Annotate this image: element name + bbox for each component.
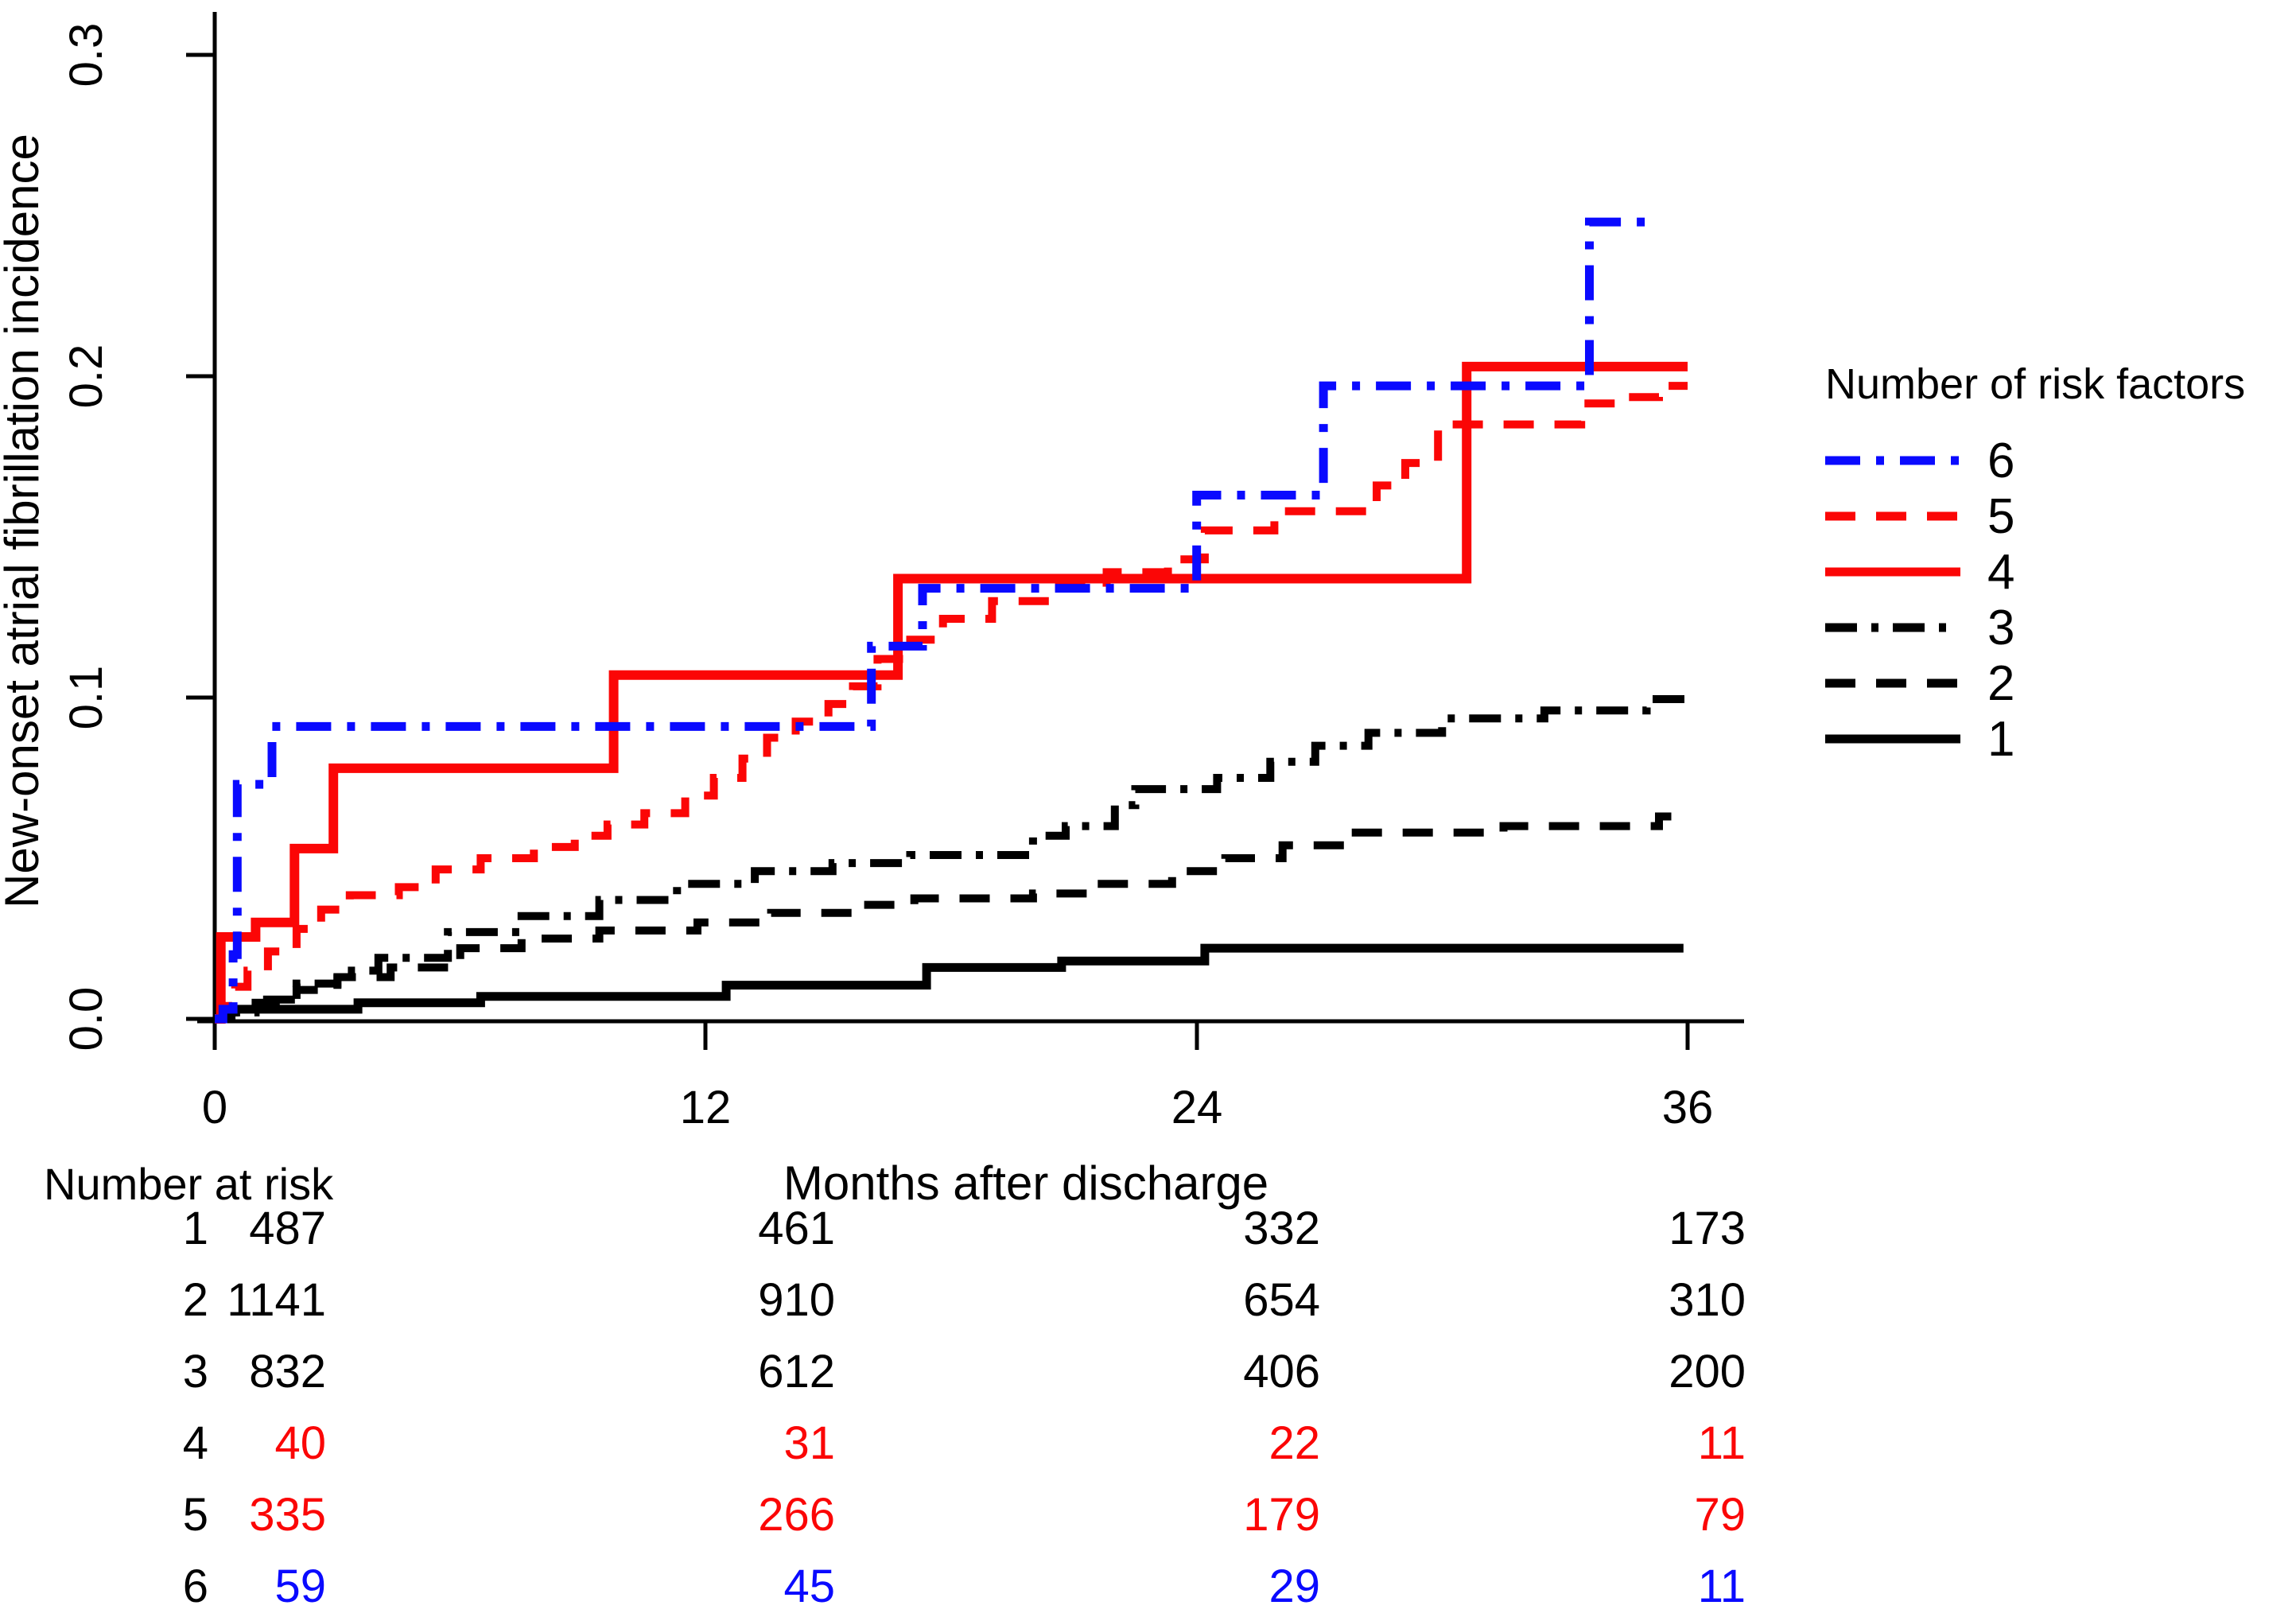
risk-table-row-1: 1 487 461 332 173 [0,1201,1829,1257]
legend: Number of risk factors 6 5 4 3 2 1 [1825,360,2296,767]
risk-value: 487 [249,1203,326,1254]
risk-value: 29 [1268,1561,1320,1612]
curve-risk-6 [215,217,1659,1024]
legend-item-2: 2 [1825,655,2296,711]
risk-value: 461 [758,1203,835,1254]
x-tick-label-12: 12 [680,1082,732,1133]
risk-value: 310 [1669,1274,1746,1326]
curve-risk-2 [215,812,1688,1023]
risk-table-row-5: 5 335 266 179 79 [0,1487,1829,1543]
x-tick-label-0: 0 [202,1082,227,1133]
legend-label: 6 [1987,433,2015,488]
risk-value: 179 [1243,1489,1320,1541]
risk-row-label: 6 [182,1561,208,1612]
risk-value: 22 [1268,1417,1320,1469]
curve-risk-5 [215,382,1688,1023]
risk-value: 406 [1243,1346,1320,1397]
risk-row-label: 2 [182,1274,208,1326]
legend-item-3: 3 [1825,600,2296,655]
legend-label: 3 [1987,600,2015,655]
legend-label: 1 [1987,711,2015,767]
legend-title: Number of risk factors [1825,360,2246,408]
risk-table-row-3: 3 832 612 406 200 [0,1344,1829,1400]
legend-label: 5 [1987,488,2015,544]
risk-table-row-2: 2 1141 910 654 310 [0,1273,1829,1328]
y-tick-label-0.2: 0.2 [60,344,112,409]
risk-value: 40 [274,1417,326,1469]
risk-row-label: 5 [182,1489,208,1541]
legend-item-1: 1 [1825,711,2296,767]
curve-risk-4 [215,361,1688,1024]
risk-value: 335 [249,1489,326,1541]
legend-label: 2 [1987,655,2015,711]
legend-line-sample-5 [1825,511,1960,521]
risk-value: 1141 [227,1274,326,1326]
risk-value: 59 [274,1561,326,1612]
legend-item-5: 5 [1825,488,2296,544]
risk-value: 200 [1669,1346,1746,1397]
risk-value: 45 [783,1561,835,1612]
legend-line-sample-3 [1825,623,1960,632]
legend-line-sample-1 [1825,734,1960,744]
risk-table-row-4: 4 40 31 22 11 [0,1416,1829,1471]
curve-risk-1 [215,943,1684,1024]
risk-row-label: 3 [182,1346,208,1397]
legend-item-4: 4 [1825,544,2296,600]
risk-table-title: Number at risk [44,1159,334,1209]
x-tick-label-24: 24 [1171,1082,1223,1133]
risk-value: 654 [1243,1274,1320,1326]
curve-risk-3 [215,695,1688,1023]
risk-value: 173 [1669,1203,1746,1254]
risk-value: 832 [249,1346,326,1397]
y-tick-label-0.0: 0.0 [60,987,112,1051]
risk-row-label: 1 [182,1203,208,1254]
risk-value: 79 [1694,1489,1746,1541]
risk-value: 910 [758,1274,835,1326]
legend-label: 4 [1987,544,2015,600]
legend-line-sample-4 [1825,567,1960,577]
risk-value: 11 [1697,1561,1746,1612]
risk-value: 11 [1697,1417,1746,1469]
risk-table-row-6: 6 59 45 29 11 [0,1559,1829,1615]
risk-value: 31 [783,1417,835,1469]
risk-value: 332 [1243,1203,1320,1254]
x-tick-label-36: 36 [1662,1082,1714,1133]
legend-line-sample-6 [1825,456,1960,465]
legend-line-sample-2 [1825,678,1960,688]
risk-value: 612 [758,1346,835,1397]
risk-row-label: 4 [182,1417,208,1469]
x-axis-title: Months after discharge [783,1156,1268,1210]
y-tick-label-0.3: 0.3 [60,23,112,87]
y-axis-title: New-onset atrial fibrillation incidence [0,134,49,908]
legend-item-6: 6 [1825,433,2296,488]
risk-value: 266 [758,1489,835,1541]
y-tick-label-0.1: 0.1 [60,666,112,730]
